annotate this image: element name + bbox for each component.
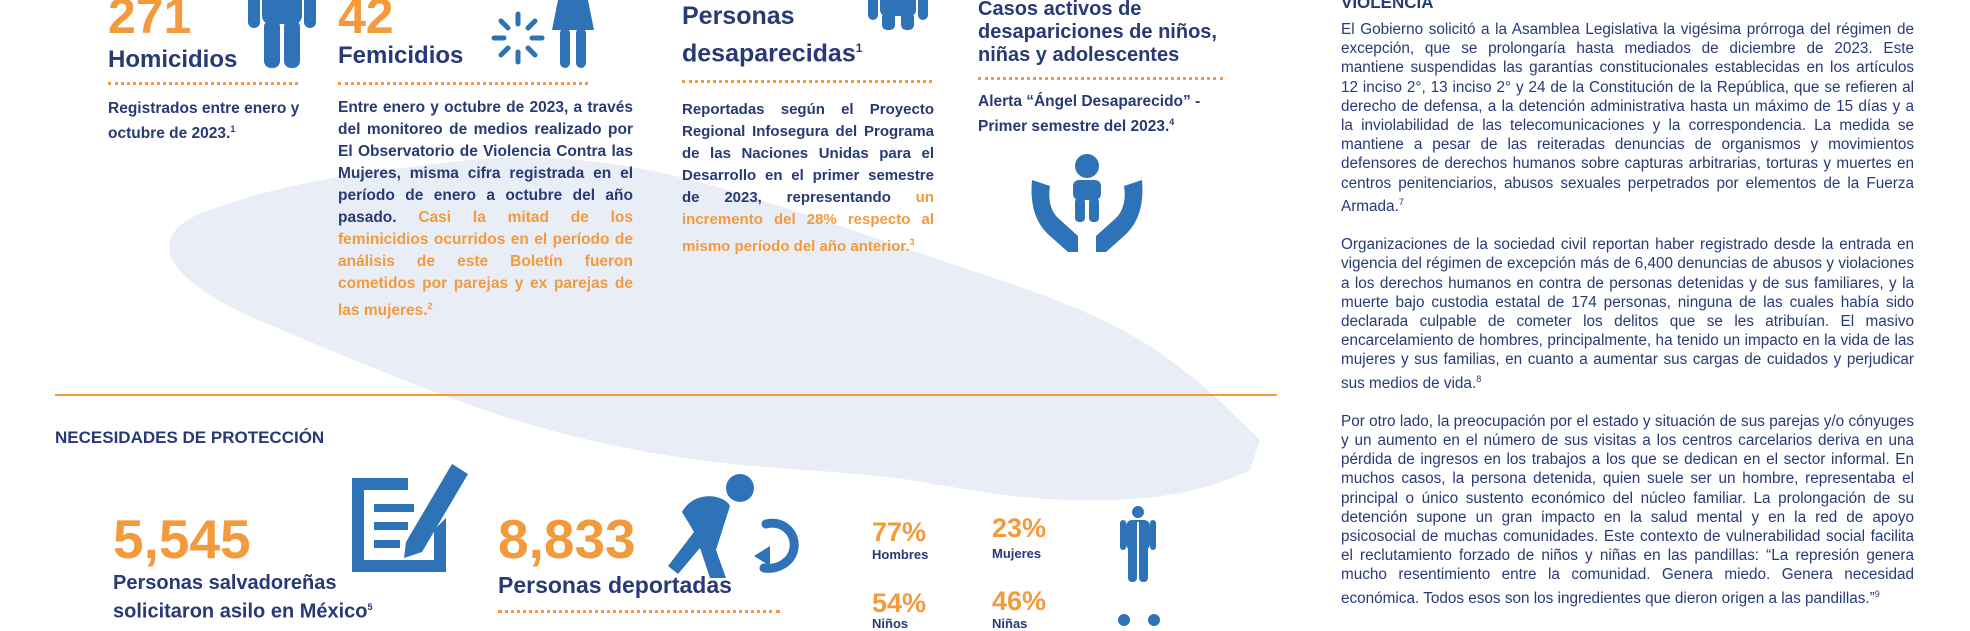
deported-person-icon xyxy=(668,474,799,578)
desaparecidas-label: Personas desaparecidas1 xyxy=(682,0,862,69)
deportadas-value: 8,833 xyxy=(498,508,636,570)
asilo-value: 5,545 xyxy=(113,508,251,570)
asilo-label-line2: solicitaron asilo en México xyxy=(113,600,368,623)
children-icon xyxy=(1118,614,1160,626)
pct-ninas-label: Niñas xyxy=(992,616,1028,631)
burst-icon xyxy=(491,11,545,65)
femicidios-desc-blue: Entre enero y octubre de 2023, a través … xyxy=(338,99,633,226)
ninos-label: Casos activos de desapariciones de niños… xyxy=(978,0,1217,66)
deportadas-label: Personas deportadas xyxy=(498,572,732,598)
femicidios-divider xyxy=(338,82,588,85)
woman-icon xyxy=(552,0,594,68)
desaparecidas-label-line1: Personas xyxy=(682,2,795,30)
femicidios-label: Femicidios xyxy=(338,42,464,69)
protecting-hands-icon xyxy=(1031,154,1143,252)
desaparecidas-desc-orange: un incremento del 28% respecto al mismo … xyxy=(682,189,934,255)
right-paragraph-2-footnote: 8 xyxy=(1476,373,1482,384)
pct-ninos-value: 54% xyxy=(872,588,927,618)
pct-ninos-label: Niños xyxy=(872,616,909,631)
desaparecidas-label-sup: 1 xyxy=(855,41,863,55)
deportadas-divider xyxy=(498,610,780,613)
pct-hombres-value: 77% xyxy=(872,517,927,547)
desaparecidas-description: Reportadas según el Proyecto Regional In… xyxy=(682,99,934,258)
desaparecidas-label-line2: desaparecidas xyxy=(682,39,856,68)
asilo-footnote: 5 xyxy=(367,602,373,612)
homicidios-footnote: 1 xyxy=(230,124,236,134)
person-icon xyxy=(868,0,928,30)
asilo-label-line2-wrap: solicitaron asilo en México5 xyxy=(113,595,373,624)
ninos-description: Alerta “Ángel Desaparecido” - Primer sem… xyxy=(978,92,1228,137)
pct-mujeres-label: Mujeres xyxy=(992,546,1042,561)
desaparecidas-desc-blue: Reportadas según el Proyecto Regional In… xyxy=(682,101,934,206)
right-paragraph-2: Organizaciones de la sociedad civil repo… xyxy=(1341,235,1914,393)
right-paragraph-1-text: El Gobierno solicitó a la Asamblea Legis… xyxy=(1341,21,1914,215)
document-pen-icon xyxy=(352,464,468,572)
ninos-footnote: 4 xyxy=(1169,117,1175,127)
homicidios-divider xyxy=(108,82,298,85)
homicidios-description: Registrados entre enero y octubre de 202… xyxy=(108,99,318,144)
right-paragraph-1-footnote: 7 xyxy=(1398,196,1404,207)
homicidios-desc-text: Registrados entre enero y octubre de 202… xyxy=(108,100,300,143)
ninos-divider xyxy=(978,77,1223,80)
desaparecidas-label-line2-wrap: desaparecidas1 xyxy=(682,32,862,69)
desaparecidas-footnote: 3 xyxy=(909,237,915,247)
desaparecidas-divider xyxy=(682,80,932,83)
section-title: NECESIDADES DE PROTECCIÓN xyxy=(55,428,325,447)
femicidios-footnote: 2 xyxy=(427,301,433,311)
pct-mujeres-value: 23% xyxy=(992,513,1047,543)
right-column-body: El Gobierno solicitó a la Asamblea Legis… xyxy=(1341,20,1914,608)
section-divider xyxy=(55,394,1277,396)
man-icon xyxy=(248,0,316,68)
right-paragraph-2-text: Organizaciones de la sociedad civil repo… xyxy=(1341,236,1914,392)
pct-ninas-value: 46% xyxy=(992,586,1047,616)
right-paragraph-3: Por otro lado, la preocupación por el es… xyxy=(1341,412,1914,608)
right-paragraph-3-footnote: 9 xyxy=(1874,588,1880,599)
pct-hombres-label: Hombres xyxy=(872,547,929,562)
femicidios-value: 42 xyxy=(338,0,394,44)
femicidios-desc-orange: Casi la mitad de los feminicidios ocurri… xyxy=(338,209,633,320)
asilo-label: Personas salvadoreñas solicitaron asilo … xyxy=(113,571,373,624)
el-salvador-map-silhouette xyxy=(169,157,1260,501)
gender-figure-icon xyxy=(1120,506,1156,582)
femicidios-description: Entre enero y octubre de 2023, a través … xyxy=(338,97,633,322)
right-column-heading: VIOLENCIA xyxy=(1341,0,1434,12)
right-paragraph-3-text: Por otro lado, la preocupación por el es… xyxy=(1341,412,1914,607)
ninos-desc-text: Alerta “Ángel Desaparecido” - Primer sem… xyxy=(978,93,1201,136)
homicidios-value: 271 xyxy=(108,0,192,44)
asilo-label-line1: Personas salvadoreñas xyxy=(113,572,337,594)
homicidios-label: Homicidios xyxy=(108,46,238,73)
right-paragraph-1: El Gobierno solicitó a la Asamblea Legis… xyxy=(1341,20,1914,216)
